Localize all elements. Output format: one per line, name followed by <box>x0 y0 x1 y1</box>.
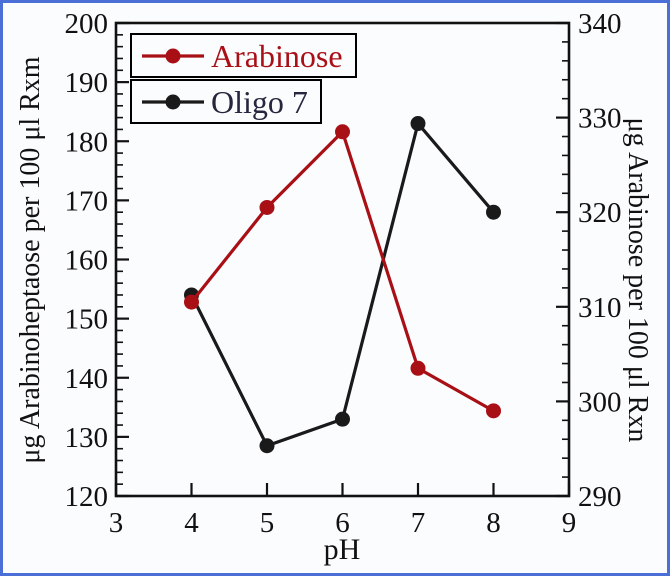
left-tick-label: 160 <box>65 245 109 277</box>
right-tick-label: 320 <box>578 197 622 229</box>
right-tick-label: 300 <box>578 386 622 418</box>
right-tick-label: 310 <box>578 292 622 324</box>
x-axis-label: pH <box>323 533 361 566</box>
x-tick-label: 5 <box>260 507 275 539</box>
arabinose-data-point <box>486 403 501 419</box>
left-tick-label: 130 <box>65 422 109 454</box>
legend-item-oligo7: Oligo 7 <box>130 79 322 124</box>
left-tick-label: 200 <box>65 8 109 40</box>
x-tick-label: 3 <box>109 507 124 539</box>
oligo-7-series-line <box>190 120 495 448</box>
arabinose-series-line <box>190 128 495 413</box>
left-tick-label: 140 <box>65 363 109 395</box>
arabinose-data-point <box>259 199 275 215</box>
arabinose-data-point <box>335 124 350 140</box>
right-tick-label: 330 <box>578 103 622 135</box>
oligo-7-data-point <box>486 204 501 220</box>
arabinose-data-point <box>184 294 199 310</box>
left-tick-label: 120 <box>65 481 109 513</box>
legend-item-arabinose: Arabinose <box>130 33 357 78</box>
x-tick-label: 6 <box>335 507 350 539</box>
oligo-7-data-point <box>259 438 275 454</box>
arabinose-line-marker-icon <box>142 48 204 63</box>
x-tick-label: 7 <box>411 507 426 539</box>
x-tick-label: 8 <box>486 507 501 539</box>
x-tick-label: 9 <box>562 507 577 539</box>
oligo-7-data-point <box>410 116 426 132</box>
oligo-7-data-point <box>335 411 350 427</box>
left-tick-label: 170 <box>65 185 109 217</box>
arabinose-data-point <box>410 360 426 376</box>
right-tick-label: 340 <box>578 8 622 40</box>
left-tick-label: 150 <box>65 304 109 336</box>
legend-label-arabinose: Arabinose <box>211 37 343 74</box>
left-tick-label: 190 <box>65 67 109 99</box>
right-tick-label: 290 <box>578 481 622 513</box>
plot-area: 120 130 140 150 160 170 180 190 200 290 300 310 320 3… <box>65 8 622 539</box>
legend-label-oligo7: Oligo 7 <box>211 83 308 120</box>
x-tick-label: 4 <box>184 507 199 539</box>
left-tick-label: 180 <box>65 126 109 158</box>
oligo7-line-marker-icon <box>142 94 204 109</box>
